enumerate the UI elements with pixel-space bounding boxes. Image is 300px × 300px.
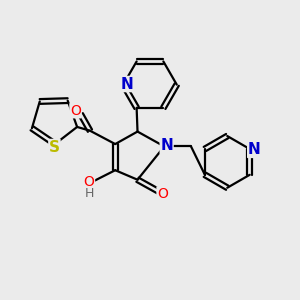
Text: H: H [84,188,94,200]
Text: O: O [84,176,94,189]
Text: N: N [120,76,133,92]
Text: O: O [157,187,168,201]
Text: N: N [160,138,173,153]
Text: S: S [49,140,60,154]
Text: N: N [248,142,260,158]
Text: O: O [70,104,81,118]
